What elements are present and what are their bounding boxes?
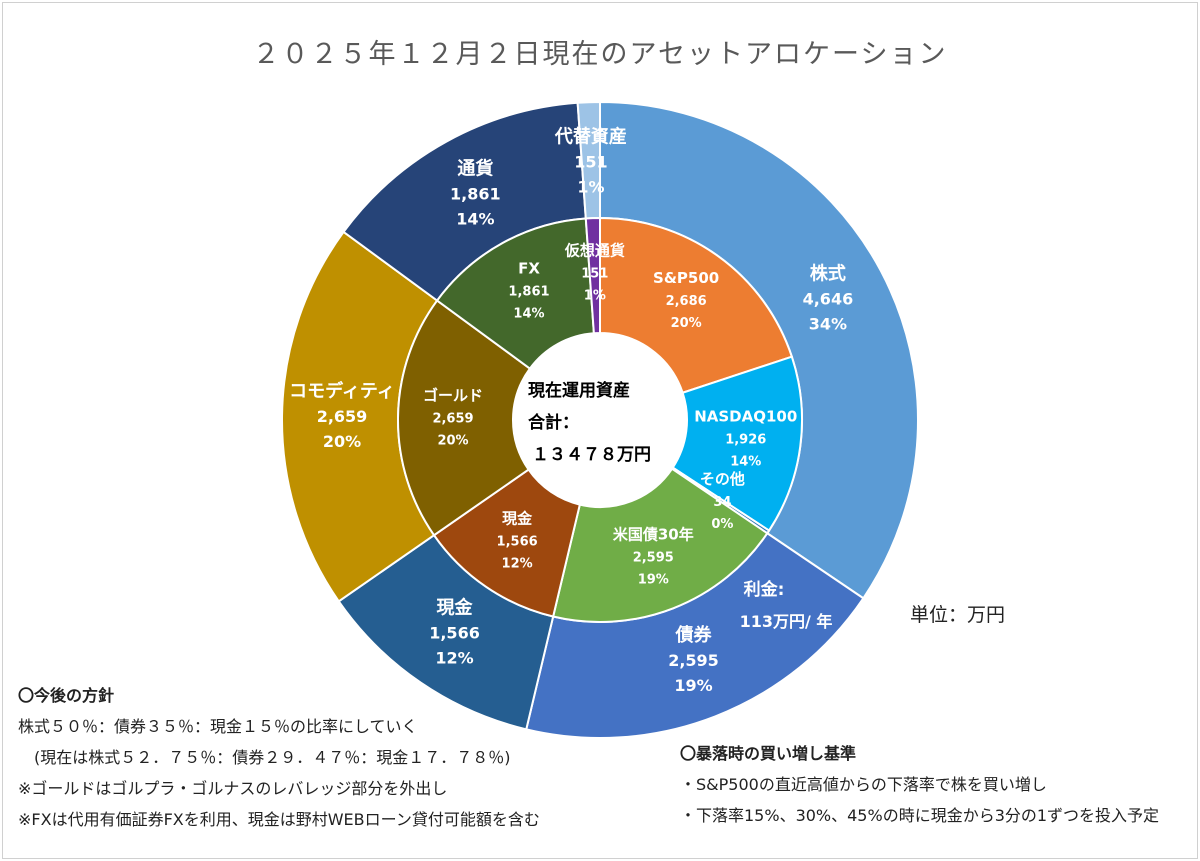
inner-ring-slice-percent: 19% (638, 572, 669, 587)
outer-ring-slice-value: 1,566 (429, 623, 480, 642)
outer-ring-slice-value: 2,659 (317, 407, 368, 426)
inner-ring-slice-percent: 0% (711, 517, 733, 532)
outer-ring-slice-label: 代替資産 (554, 125, 627, 147)
interest-line2: 113万円/ 年 (740, 612, 833, 631)
center-label-line1: 現在運用資産 (528, 380, 630, 401)
inner-ring-slice (397, 299, 532, 537)
buy-criteria-notes: 〇暴落時の買い増し基準 ・S&P500の直近高値からの下落率で株を買い増し ・下… (680, 738, 1159, 831)
policy-line: 株式５０％：債券３５％：現金１５％の比率にしていく (18, 717, 418, 736)
inner-ring (397, 216, 803, 623)
outer-ring-slice-percent: 1% (577, 177, 604, 196)
inner-ring-slice-value: 1,926 (725, 432, 766, 447)
inner-ring-slice-label: 現金 (502, 510, 533, 528)
outer-ring-slice-value: 2,595 (668, 651, 719, 670)
inner-ring-slice-percent: 14% (730, 454, 761, 469)
inner-ring-slice-percent: 12% (502, 557, 533, 572)
unit-label: 単位：万円 (910, 604, 1006, 626)
outer-ring-slice-label: コモディティ (289, 380, 395, 402)
outer-ring-slice-percent: 12% (435, 648, 473, 667)
outer-ring-slice-percent: 14% (456, 209, 494, 228)
inner-ring-slice-percent: 20% (437, 433, 468, 448)
inner-ring-slice-value: 2,659 (432, 411, 473, 426)
outer-ring-slice-value: 151 (574, 152, 607, 171)
inner-ring-slice-label: 米国債30年 (613, 525, 694, 543)
buy-criteria-heading: 〇暴落時の買い増し基準 (680, 744, 857, 763)
inner-ring-slice-value: 2,686 (666, 294, 707, 309)
inner-ring-slice-value: 2,595 (633, 550, 674, 565)
interest-label: 利金: 113万円/ 年 (740, 579, 833, 631)
inner-ring-slice-percent: 14% (513, 307, 544, 322)
center-hole (513, 333, 687, 507)
inner-ring-slice-value: 1,566 (497, 535, 538, 550)
policy-line: ※ゴールドはゴルプラ・ゴルナスのレバレッジ部分を外出し (18, 779, 448, 798)
inner-ring-slice-label: NASDAQ100 (694, 407, 797, 425)
inner-ring-slice-percent: 20% (671, 316, 702, 331)
inner-ring-slice-label: FX (518, 260, 540, 278)
policy-line: ※FXは代用有価証券FXを利用、現金は野村WEBローン貸付可能額を含む (18, 810, 540, 829)
policy-line: (現在は株式５２．７５％：債券２９．４７％：現金１７．７８％) (34, 748, 511, 767)
center-label-line3: １３４７８万円 (532, 445, 651, 465)
inner-ring-slice-percent: 1% (584, 288, 606, 303)
outer-ring-slice-percent: 34% (809, 314, 847, 333)
outer-ring-slice-label: 現金 (437, 596, 474, 618)
inner-ring-slice-value: 34 (713, 495, 731, 510)
outer-ring-slice-value: 1,861 (450, 184, 501, 203)
inner-ring-slice-label: ゴールド (423, 386, 483, 404)
inner-ring-slice-label: 仮想通貨 (564, 241, 625, 259)
outer-ring-slice-label: 株式 (810, 262, 846, 284)
inner-ring-slice-value: 151 (581, 266, 608, 281)
outer-ring-slice-label: 債券 (675, 624, 713, 646)
chart-title: ２０２５年１２月２日現在のアセットアロケーション (252, 39, 948, 70)
buy-criteria-line: ・下落率15%、30%、45%の時に現金から3分の1ずつを投入予定 (680, 806, 1160, 825)
interest-line1: 利金: (744, 579, 785, 600)
inner-ring-slice-label: その他 (700, 470, 745, 488)
outer-ring-slice-percent: 19% (674, 676, 712, 695)
policy-notes: 〇今後の方針 株式５０％：債券３５％：現金１５％の比率にしていく (現在は株式５… (18, 680, 540, 835)
outer-ring-slice-label: 通貨 (457, 157, 493, 179)
inner-ring-slice-value: 1,861 (508, 285, 549, 300)
center-label: 現在運用資産 合計： １３４７８万円 (528, 380, 651, 465)
policy-heading: 〇今後の方針 (18, 686, 115, 705)
inner-ring-slice-label: S&P500 (653, 269, 719, 287)
center-label-line2: 合計： (528, 412, 579, 433)
buy-criteria-line: ・S&P500の直近高値からの下落率で株を買い増し (680, 775, 1047, 794)
outer-ring-slice-percent: 20% (323, 432, 361, 451)
outer-ring-slice-value: 4,646 (803, 289, 854, 308)
slice-labels: 株式 4,646 34% 債券 2,595 19% 現金 1,566 12% コモディティ 2,65… (289, 125, 853, 694)
